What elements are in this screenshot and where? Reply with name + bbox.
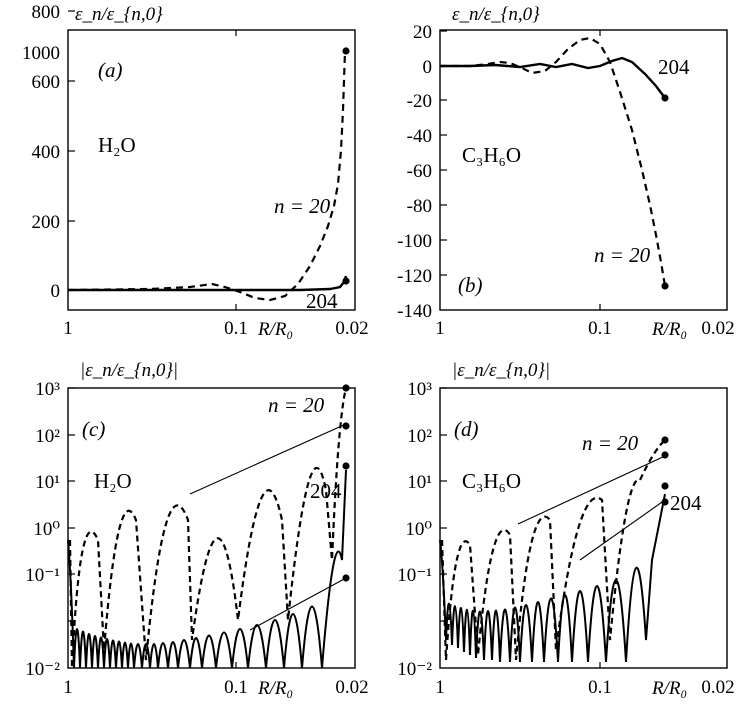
panel-a-curve-204: [68, 275, 348, 292]
panel-c-endpoint-2: [342, 422, 350, 430]
panel-a-yticks: [68, 10, 237, 310]
panel-b-xtick-1: 1: [435, 318, 445, 339]
panel-c-trend-204: [249, 577, 347, 631]
panel-a-ytick-600: 600: [32, 72, 61, 93]
panel-b-ytick-m20: -20: [407, 91, 432, 112]
panel-a-ytick-1000: 1000: [22, 43, 60, 64]
panel-c-endpoint-1: [342, 384, 350, 392]
panel-c-endpoint-4: [342, 574, 350, 582]
panel-d-endpoint-1: [661, 436, 669, 444]
panel-b: 20 0 -20 -40 -60 -80 -100 -120 -140 1 0.…: [397, 4, 734, 340]
panel-c-trend-n20: [189, 423, 347, 495]
panel-a-substance: H₂O: [98, 133, 136, 157]
panel-a-ylabel: ε_n/ε_{n,0}: [75, 4, 163, 25]
panel-d-endpoint-4: [661, 498, 669, 506]
panel-a-xtick-0.02: 0.02: [335, 318, 368, 339]
panel-c-ytick-1em1: 10⁻¹: [25, 565, 60, 586]
panel-b-ylabel: ε_n/ε_{n,0}: [452, 4, 540, 25]
panel-a-ytick-800: 800: [32, 2, 61, 23]
panel-d-xlabel: R/R₀: [651, 678, 687, 699]
panel-d-trend-n20: [517, 455, 666, 525]
panel-a-ytick-400: 400: [32, 142, 61, 163]
panel-a-endpoint-204: [342, 277, 350, 285]
panel-c-ytick-1e2: 10²: [35, 426, 60, 447]
panel-b-ytick-0: 0: [423, 57, 433, 78]
panel-d-xtick-0.1: 0.1: [588, 677, 612, 698]
panel-b-xtick-0.1: 0.1: [588, 318, 612, 339]
panel-d-frame: [439, 387, 728, 669]
panel-d-ytick-1e0: 10⁰: [405, 519, 432, 540]
panel-b-ytick-m120: -120: [397, 266, 432, 287]
panel-c-curve-label-n20: n = 20: [268, 393, 325, 417]
panel-b-ytick-20: 20: [413, 22, 432, 43]
panel-d-trend-204: [579, 499, 666, 561]
panel-b-yticks: [440, 30, 601, 310]
panel-c-curve-n20: [68, 387, 348, 669]
panel-b-curve-n20: [440, 36, 667, 287]
panel-c-curve-label-204: 204: [310, 479, 342, 503]
panel-b-xtick-0.02: 0.02: [701, 318, 734, 339]
panel-b-endpoint-n20: [661, 282, 669, 290]
panel-c-xlabel: R/R₀: [257, 678, 293, 699]
panel-c-xtick-0.1: 0.1: [224, 677, 248, 698]
panel-c-substance: H₂O: [94, 469, 132, 493]
panel-a-xtick-1: 1: [63, 318, 73, 339]
panel-c-label: (c): [82, 417, 105, 441]
panel-b-curve-204: [440, 56, 666, 99]
panel-b-substance: C₃H₆O: [462, 143, 521, 167]
panel-a-ytick-0: 0: [51, 281, 61, 302]
panel-a-xtick-0.1: 0.1: [224, 318, 248, 339]
panel-b-ytick-m40: -40: [407, 126, 432, 147]
panel-c-ytick-1e0: 10⁰: [33, 519, 60, 540]
panel-c-ytick-1em2: 10⁻²: [25, 659, 60, 680]
panel-d-substance: C₃H₆O: [462, 469, 521, 493]
panel-d-curve-n20: [440, 439, 666, 661]
panel-a-curve-n20: [67, 50, 347, 302]
panel-d-curve-label-204: 204: [670, 491, 702, 515]
panel-d-label: (d): [454, 417, 479, 441]
panel-b-endpoint-204: [661, 94, 669, 102]
panel-d: 10³ 10² 10¹ 10⁰ 10⁻¹ 10⁻² 1 0.1 0.02 (d)…: [397, 360, 734, 699]
panel-d-curve-label-n20: n = 20: [582, 431, 639, 455]
panel-c-ytick-1e3: 10³: [35, 379, 60, 400]
panel-d-ytick-1e3: 10³: [407, 379, 432, 400]
panel-b-label: (b): [458, 273, 483, 297]
panel-a-curve-label-204: 204: [306, 289, 338, 313]
panel-b-xlabel: R/R₀: [651, 319, 687, 340]
panel-d-xtick-1: 1: [435, 677, 445, 698]
panel-d-endpoint-3: [661, 482, 669, 490]
panel-c-endpoint-3: [342, 462, 350, 470]
panel-a-xlabel: R/R₀: [257, 319, 293, 340]
panel-d-endpoint-2: [661, 451, 669, 459]
panel-b-ytick-m60: -60: [407, 161, 432, 182]
panel-d-ylabel: |ε_n/ε_{n,0}|: [452, 360, 550, 381]
panel-b-ytick-m100: -100: [397, 231, 432, 252]
panel-c-frame: [67, 387, 356, 669]
panel-b-ytick-m80: -80: [407, 196, 432, 217]
panel-a-frame: [67, 29, 356, 311]
panel-c: 10³ 10² 10¹ 10⁰ 10⁻¹ 10⁻² 1 0.1 0.02 (c)…: [25, 360, 368, 699]
panel-c-xtick-0.02: 0.02: [335, 677, 368, 698]
panel-c-ytick-1e1: 10¹: [35, 472, 60, 493]
panel-d-ytick-1em1: 10⁻¹: [397, 565, 432, 586]
panel-a-label: (a): [98, 58, 123, 82]
panel-c-xtick-1: 1: [63, 677, 73, 698]
panel-b-curve-label-204: 204: [658, 55, 690, 79]
panel-a-ytick-200: 200: [32, 212, 61, 233]
panel-d-ytick-1em2: 10⁻²: [397, 659, 432, 680]
panel-a-curve-label-n20: n = 20: [274, 194, 331, 218]
panel-c-ylabel: |ε_n/ε_{n,0}|: [80, 360, 178, 381]
panel-d-xtick-0.02: 0.02: [701, 677, 734, 698]
panel-a-endpoint-n20: [342, 47, 350, 55]
panel-d-ytick-1e1: 10¹: [407, 472, 432, 493]
panel-a: 0 200 400 600 800 1000 1 0.1 0.02 (a) H₂…: [22, 2, 369, 340]
panel-c-curve-204: [67, 469, 347, 669]
panel-b-curve-label-n20: n = 20: [594, 243, 651, 267]
panel-d-ytick-1e2: 10²: [407, 426, 432, 447]
panel-b-ytick-m140: -140: [397, 301, 432, 322]
